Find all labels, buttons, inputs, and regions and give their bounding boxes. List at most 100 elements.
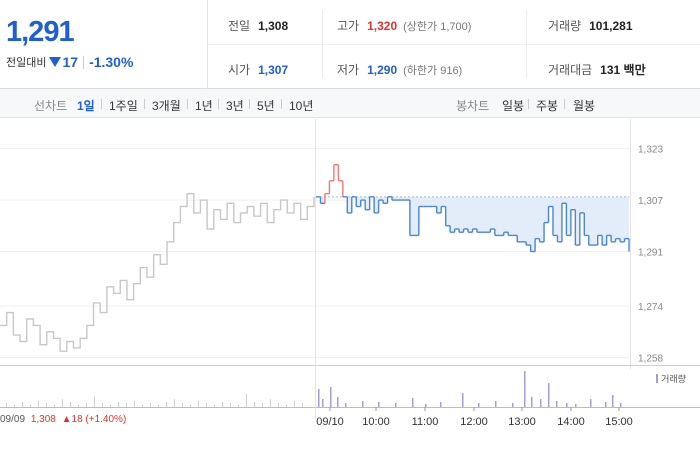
volume-bar [102, 403, 103, 407]
volume-bars [6, 371, 622, 407]
volume-bar [524, 371, 526, 407]
volume-bar [166, 401, 167, 407]
period-1w[interactable]: 1주일 [109, 99, 138, 113]
volume-bar [222, 401, 223, 407]
volume-bar [262, 403, 263, 407]
x-tick-label: 11:00 [412, 416, 439, 428]
volume-bar [556, 401, 558, 407]
prev-day-change: ▲18 (+1.40%) [61, 414, 127, 425]
period-10y[interactable]: 10년 [289, 99, 314, 113]
volume-bar [94, 396, 95, 407]
volume-bar [294, 400, 295, 407]
low-label: 저가 [337, 63, 360, 77]
volume-bar [531, 397, 533, 407]
volume-bar [566, 403, 568, 407]
y-tick-label: 1,323 [638, 145, 663, 156]
volume-bar [462, 393, 464, 407]
prev-day-date: 09/09 [0, 414, 26, 425]
x-tick-label: 14:00 [557, 416, 585, 428]
volume-bar [270, 399, 271, 407]
volume-bar [30, 404, 31, 407]
volume-bar [540, 399, 542, 407]
y-tick-label: 1,291 [638, 248, 663, 259]
volume-bar [142, 404, 143, 407]
volume-legend-label: 거래량 [661, 374, 686, 384]
candle-monthly[interactable]: 월봉 [573, 99, 596, 113]
previous-day-summary: 09/09 1,308 ▲18 (+1.40%) [0, 414, 126, 425]
volume-bar [322, 399, 324, 407]
volume-label: 거래량 [548, 19, 582, 33]
x-tick-label: 15:00 [605, 416, 633, 428]
volume-bar [345, 403, 347, 407]
volume-bar [78, 404, 79, 407]
volume-bar [548, 383, 550, 407]
x-tick-label: 13:00 [508, 416, 536, 428]
down-triangle-icon [49, 57, 62, 67]
high-label: 고가 [337, 19, 360, 33]
chart-grid [0, 119, 700, 419]
volume-bar [134, 400, 135, 407]
prev-close-stat: 전일 1,308 [228, 17, 288, 34]
prev-day-close: 1,308 [30, 414, 56, 425]
volume-bar [150, 403, 151, 407]
period-1d[interactable]: 1일 [77, 99, 95, 113]
period-3y[interactable]: 3년 [226, 99, 244, 113]
volume-swatch [656, 374, 659, 383]
baseline-fill [316, 196, 629, 252]
below-baseline-area [316, 196, 629, 252]
low-stat: 저가 1,290 (하한가 916) [337, 61, 462, 78]
high-stat: 고가 1,320 (상한가 1,700) [337, 17, 471, 34]
volume-bar [378, 402, 380, 407]
divider [187, 99, 188, 109]
volume-bar [590, 399, 592, 407]
volume-bar [318, 389, 320, 407]
volume-bar [214, 404, 215, 407]
period-bar: 선차트 1일 1주일 3개월 1년 3년 5년 10년 봉차트 일봉 주봉 월봉 [0, 89, 700, 118]
y-tick-label: 1,258 [638, 354, 663, 365]
candle-chart-label: 봉차트 [456, 99, 490, 113]
y-axis-ticks: 1,323 1,307 1,291 1,274 1,258 [638, 145, 663, 365]
volume-bar [86, 403, 87, 407]
open-stat: 시가 1,307 [228, 61, 288, 78]
period-3m[interactable]: 3개월 [152, 99, 181, 113]
price-chart[interactable]: 1,323 1,307 1,291 1,274 1,258 09/10 10:00 11:0… [0, 119, 700, 450]
volume-bar [54, 404, 55, 407]
volume-bar [6, 403, 7, 407]
divider [83, 55, 85, 69]
volume-bar [126, 403, 127, 407]
y-tick-label: 1,307 [638, 196, 663, 207]
previous-day-line-path [0, 192, 315, 352]
volume-bar [620, 403, 622, 407]
volume-bar [575, 404, 577, 407]
intraday-line [316, 164, 630, 253]
volume-bar [62, 399, 63, 407]
period-5y[interactable]: 5년 [257, 99, 275, 113]
volume-bar [246, 394, 247, 407]
amount-value: 131 백만 [600, 63, 646, 77]
volume-bar [278, 403, 279, 407]
change-label: 전일대비 [6, 57, 47, 69]
volume-bar [190, 404, 191, 407]
divider [528, 99, 529, 109]
volume-bar [286, 404, 287, 407]
current-price-box: 1,291 전일대비 17 -1.30% [0, 0, 208, 89]
period-1y[interactable]: 1년 [195, 99, 213, 113]
divider [281, 99, 282, 109]
candle-weekly[interactable]: 주봉 [536, 99, 559, 113]
volume-bar [302, 403, 303, 407]
change-amount: 17 [62, 54, 79, 70]
volume-bar [412, 398, 414, 407]
volume-bar [395, 403, 397, 407]
volume-bar [206, 403, 207, 407]
lower-limit: (하한가 916) [403, 65, 463, 77]
volume-bar [110, 404, 111, 407]
low-value: 1,290 [367, 63, 398, 77]
volume-bar [612, 395, 614, 407]
y-tick-label: 1,274 [638, 302, 663, 313]
volume-bar [362, 401, 364, 407]
candle-daily[interactable]: 일봉 [502, 99, 525, 113]
volume-bar [478, 403, 480, 407]
open-label: 시가 [228, 63, 251, 77]
volume-bar [70, 401, 71, 407]
amount-label: 거래대금 [548, 63, 593, 77]
